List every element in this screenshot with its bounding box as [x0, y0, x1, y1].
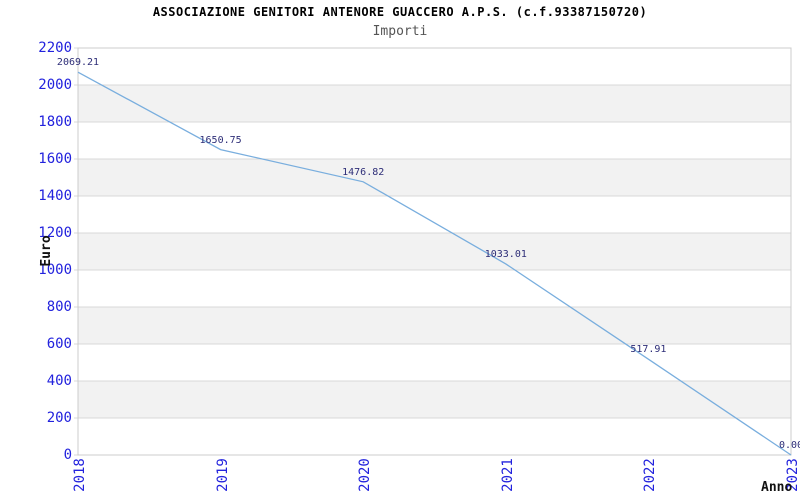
y-tick-label: 200: [46, 410, 72, 426]
y-tick-label: 800: [46, 299, 72, 315]
y-tick-label: 1000: [38, 262, 72, 278]
x-axis-title: Anno: [761, 480, 793, 495]
y-tick-label: 2200: [38, 40, 72, 56]
x-tick-label: 2019: [214, 458, 231, 492]
point-label: 1033.01: [484, 248, 527, 260]
point-label: 1650.75: [199, 134, 242, 146]
chart-subtitle: Importi: [372, 24, 428, 39]
x-tick-label: 2018: [72, 458, 88, 492]
x-tick-label: 2021: [499, 458, 516, 492]
y-tick-label: 1200: [38, 225, 72, 241]
y-tick-label: 1600: [38, 151, 72, 167]
y-tick-label: 2000: [38, 77, 72, 93]
point-label: 0.00: [778, 440, 800, 451]
y-tick-label: 1400: [38, 188, 72, 204]
x-tick-label: 2020: [357, 458, 374, 492]
point-label: 517.91: [630, 344, 667, 356]
y-axis-title: Euro: [39, 235, 54, 267]
y-tick-label: 400: [46, 373, 72, 389]
point-label: 2069.21: [56, 57, 100, 69]
x-tick-label: 2022: [642, 458, 659, 492]
y-tick-label: 1800: [38, 114, 72, 130]
point-label: 1476.82: [342, 166, 385, 178]
y-tick-label: 600: [46, 336, 72, 352]
chart-title: ASSOCIAZIONE GENITORI ANTENORE GUACCERO …: [152, 5, 648, 19]
y-tick-label: 0: [63, 447, 72, 463]
